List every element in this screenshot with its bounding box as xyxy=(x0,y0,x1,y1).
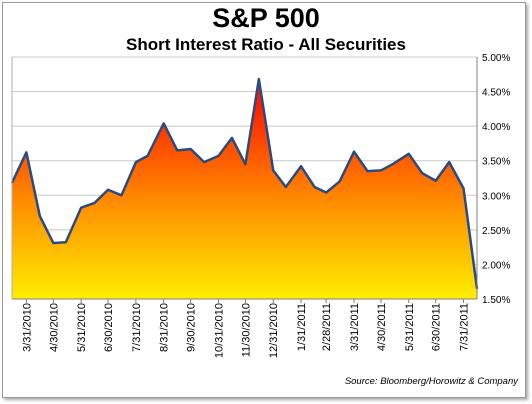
data-point xyxy=(135,161,137,163)
data-point xyxy=(258,78,260,80)
y-tick-label: 4.50% xyxy=(482,88,510,99)
chart-title: S&P 500 xyxy=(212,3,320,33)
data-point xyxy=(189,148,192,150)
data-point xyxy=(39,215,41,217)
data-point xyxy=(244,163,247,165)
data-point xyxy=(107,188,109,191)
x-tick-label: 12/31/2010 xyxy=(268,303,280,358)
data-point xyxy=(80,206,82,209)
x-tick-label: 10/31/2010 xyxy=(213,303,225,358)
data-point xyxy=(52,242,55,244)
data-point xyxy=(462,187,465,190)
data-point xyxy=(391,163,394,165)
x-tick-label: 7/31/2010 xyxy=(131,303,143,352)
x-tick-label: 2/28/2011 xyxy=(321,303,333,351)
y-tick-label: 3.50% xyxy=(482,157,510,168)
data-point xyxy=(353,150,355,153)
data-point xyxy=(434,179,437,182)
data-point xyxy=(25,151,28,154)
data-point xyxy=(338,180,341,183)
x-tick-label: 1/31/2011 xyxy=(296,303,308,351)
x-tick-label: 3/31/2011 xyxy=(349,303,361,351)
data-point xyxy=(300,165,302,168)
x-tick-label: 5/31/2011 xyxy=(404,303,416,351)
y-tick-label: 4.00% xyxy=(482,122,510,133)
x-tick-label: 11/30/2010 xyxy=(240,303,252,357)
data-point xyxy=(421,172,424,174)
x-tick-label: 4/30/2010 xyxy=(48,303,60,352)
data-point xyxy=(313,186,316,188)
data-point xyxy=(448,161,450,163)
source-note: Source: Bloomberg/Horowitz & Company xyxy=(344,376,518,387)
data-point xyxy=(146,155,149,157)
data-point xyxy=(325,191,327,194)
data-point xyxy=(162,122,165,125)
data-point xyxy=(407,153,410,155)
data-point xyxy=(176,149,178,152)
y-tick-label: 2.50% xyxy=(482,226,510,237)
y-tick-label: 2.00% xyxy=(482,260,510,271)
data-point xyxy=(93,202,96,204)
data-point xyxy=(120,194,123,197)
data-point xyxy=(203,161,205,163)
x-tick-label: 6/30/2010 xyxy=(103,303,115,352)
y-tick-label: 1.50% xyxy=(482,295,510,306)
x-tick-label: 4/30/2011 xyxy=(376,303,388,351)
data-point xyxy=(272,169,275,172)
x-tick-label: 6/30/2011 xyxy=(431,303,443,351)
data-point xyxy=(380,169,382,172)
data-point xyxy=(231,137,233,139)
data-point xyxy=(284,186,287,188)
x-tick-label: 9/30/2010 xyxy=(186,303,198,352)
y-tick-label: 3.00% xyxy=(482,191,510,202)
area-fill xyxy=(12,79,477,299)
x-tick-label: 5/31/2010 xyxy=(76,303,88,352)
chart-subtitle: Short Interest Ratio - All Securities xyxy=(126,35,406,54)
data-point xyxy=(366,170,369,172)
x-tick-label: 3/31/2010 xyxy=(21,303,33,352)
x-tick-label: 8/31/2010 xyxy=(159,303,171,352)
data-point xyxy=(65,241,67,244)
x-tick-label: 7/31/2011 xyxy=(459,303,471,351)
y-tick-label: 5.00% xyxy=(482,53,510,64)
data-point xyxy=(217,155,220,157)
